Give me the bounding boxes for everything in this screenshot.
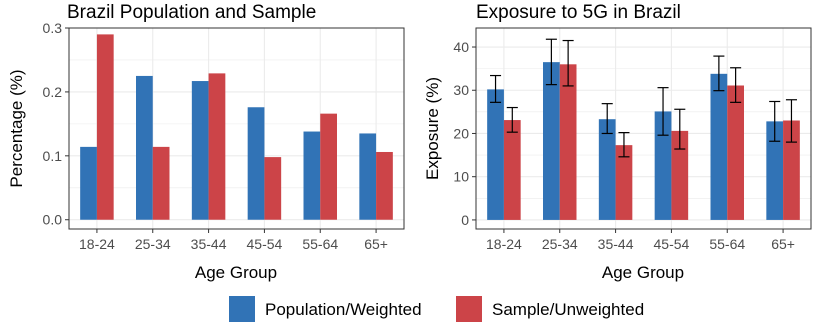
bar-sample [615, 145, 633, 220]
plot-border [475, 27, 812, 230]
bar-sample [96, 34, 114, 220]
x-tick-label: 25-34 [542, 236, 578, 252]
bar-population [247, 107, 265, 220]
bar-population [80, 146, 97, 220]
plot-area [476, 28, 811, 229]
y-axis-title: Percentage (%) [7, 69, 26, 187]
y-tick-label: 0 [461, 212, 469, 228]
x-tick-label: 55-64 [302, 236, 338, 252]
right-chart-5g-exposure: Exposure to 5G in Brazil 0 10 20 30 40 18-24 25… [423, 2, 812, 282]
bar-sample [783, 120, 800, 220]
legend-label: Sample/Unweighted [492, 300, 644, 319]
plot-border [68, 27, 405, 230]
x-axis-title: Age Group [195, 263, 277, 282]
bar-population [191, 81, 209, 220]
bar-population [303, 131, 321, 220]
bar-population [359, 133, 377, 220]
legend: Population/Weighted Sample/Unweighted [229, 296, 644, 322]
x-tick-label: 25-34 [135, 236, 171, 252]
x-tick-label: 55-64 [709, 236, 745, 252]
bar-population [710, 73, 728, 220]
bar-sample [503, 120, 521, 220]
y-tick-label: 10 [453, 169, 469, 185]
bar-population [136, 75, 153, 220]
bar-population [766, 121, 784, 220]
bar-sample [264, 157, 282, 220]
y-tick-label: 40 [453, 39, 469, 55]
y-axis-title: Exposure (%) [423, 77, 442, 180]
x-tick-label: 35-44 [598, 236, 634, 252]
left-chart-population-sample: Brazil Population and Sample 0.0 0.1 0.2 0.3… [7, 2, 405, 282]
x-tick-label: 18-24 [79, 236, 115, 252]
x-tick-label: 45-54 [247, 236, 283, 252]
y-tick-label: 0.0 [43, 212, 63, 228]
plot-area [69, 28, 404, 229]
bar-sample [208, 73, 226, 220]
legend-key-sample [456, 296, 482, 322]
x-tick-label: 65+ [364, 236, 388, 252]
bar-sample [559, 64, 577, 220]
chart-title: Brazil Population and Sample [67, 2, 316, 23]
y-tick-label: 20 [453, 125, 469, 141]
bar-population [598, 119, 616, 220]
y-tick-label: 30 [453, 82, 469, 98]
x-tick-label: 35-44 [191, 236, 227, 252]
x-tick-label: 45-54 [654, 236, 690, 252]
x-tick-label: 65+ [771, 236, 795, 252]
x-tick-label: 18-24 [486, 236, 522, 252]
legend-key-population [229, 296, 255, 322]
bar-sample [320, 113, 337, 220]
legend-label: Population/Weighted [265, 300, 422, 319]
y-tick-label: 0.2 [43, 84, 63, 100]
y-tick-label: 0.1 [43, 148, 63, 164]
y-tick-label: 0.3 [43, 20, 63, 36]
bar-sample [152, 146, 170, 220]
bar-sample [671, 130, 689, 220]
chart-title: Exposure to 5G in Brazil [476, 2, 681, 23]
bar-population [487, 89, 504, 220]
bar-population [654, 111, 672, 220]
bar-population [543, 62, 560, 220]
bar-sample [727, 85, 744, 220]
bar-sample [376, 151, 393, 220]
x-axis-title: Age Group [602, 263, 684, 282]
